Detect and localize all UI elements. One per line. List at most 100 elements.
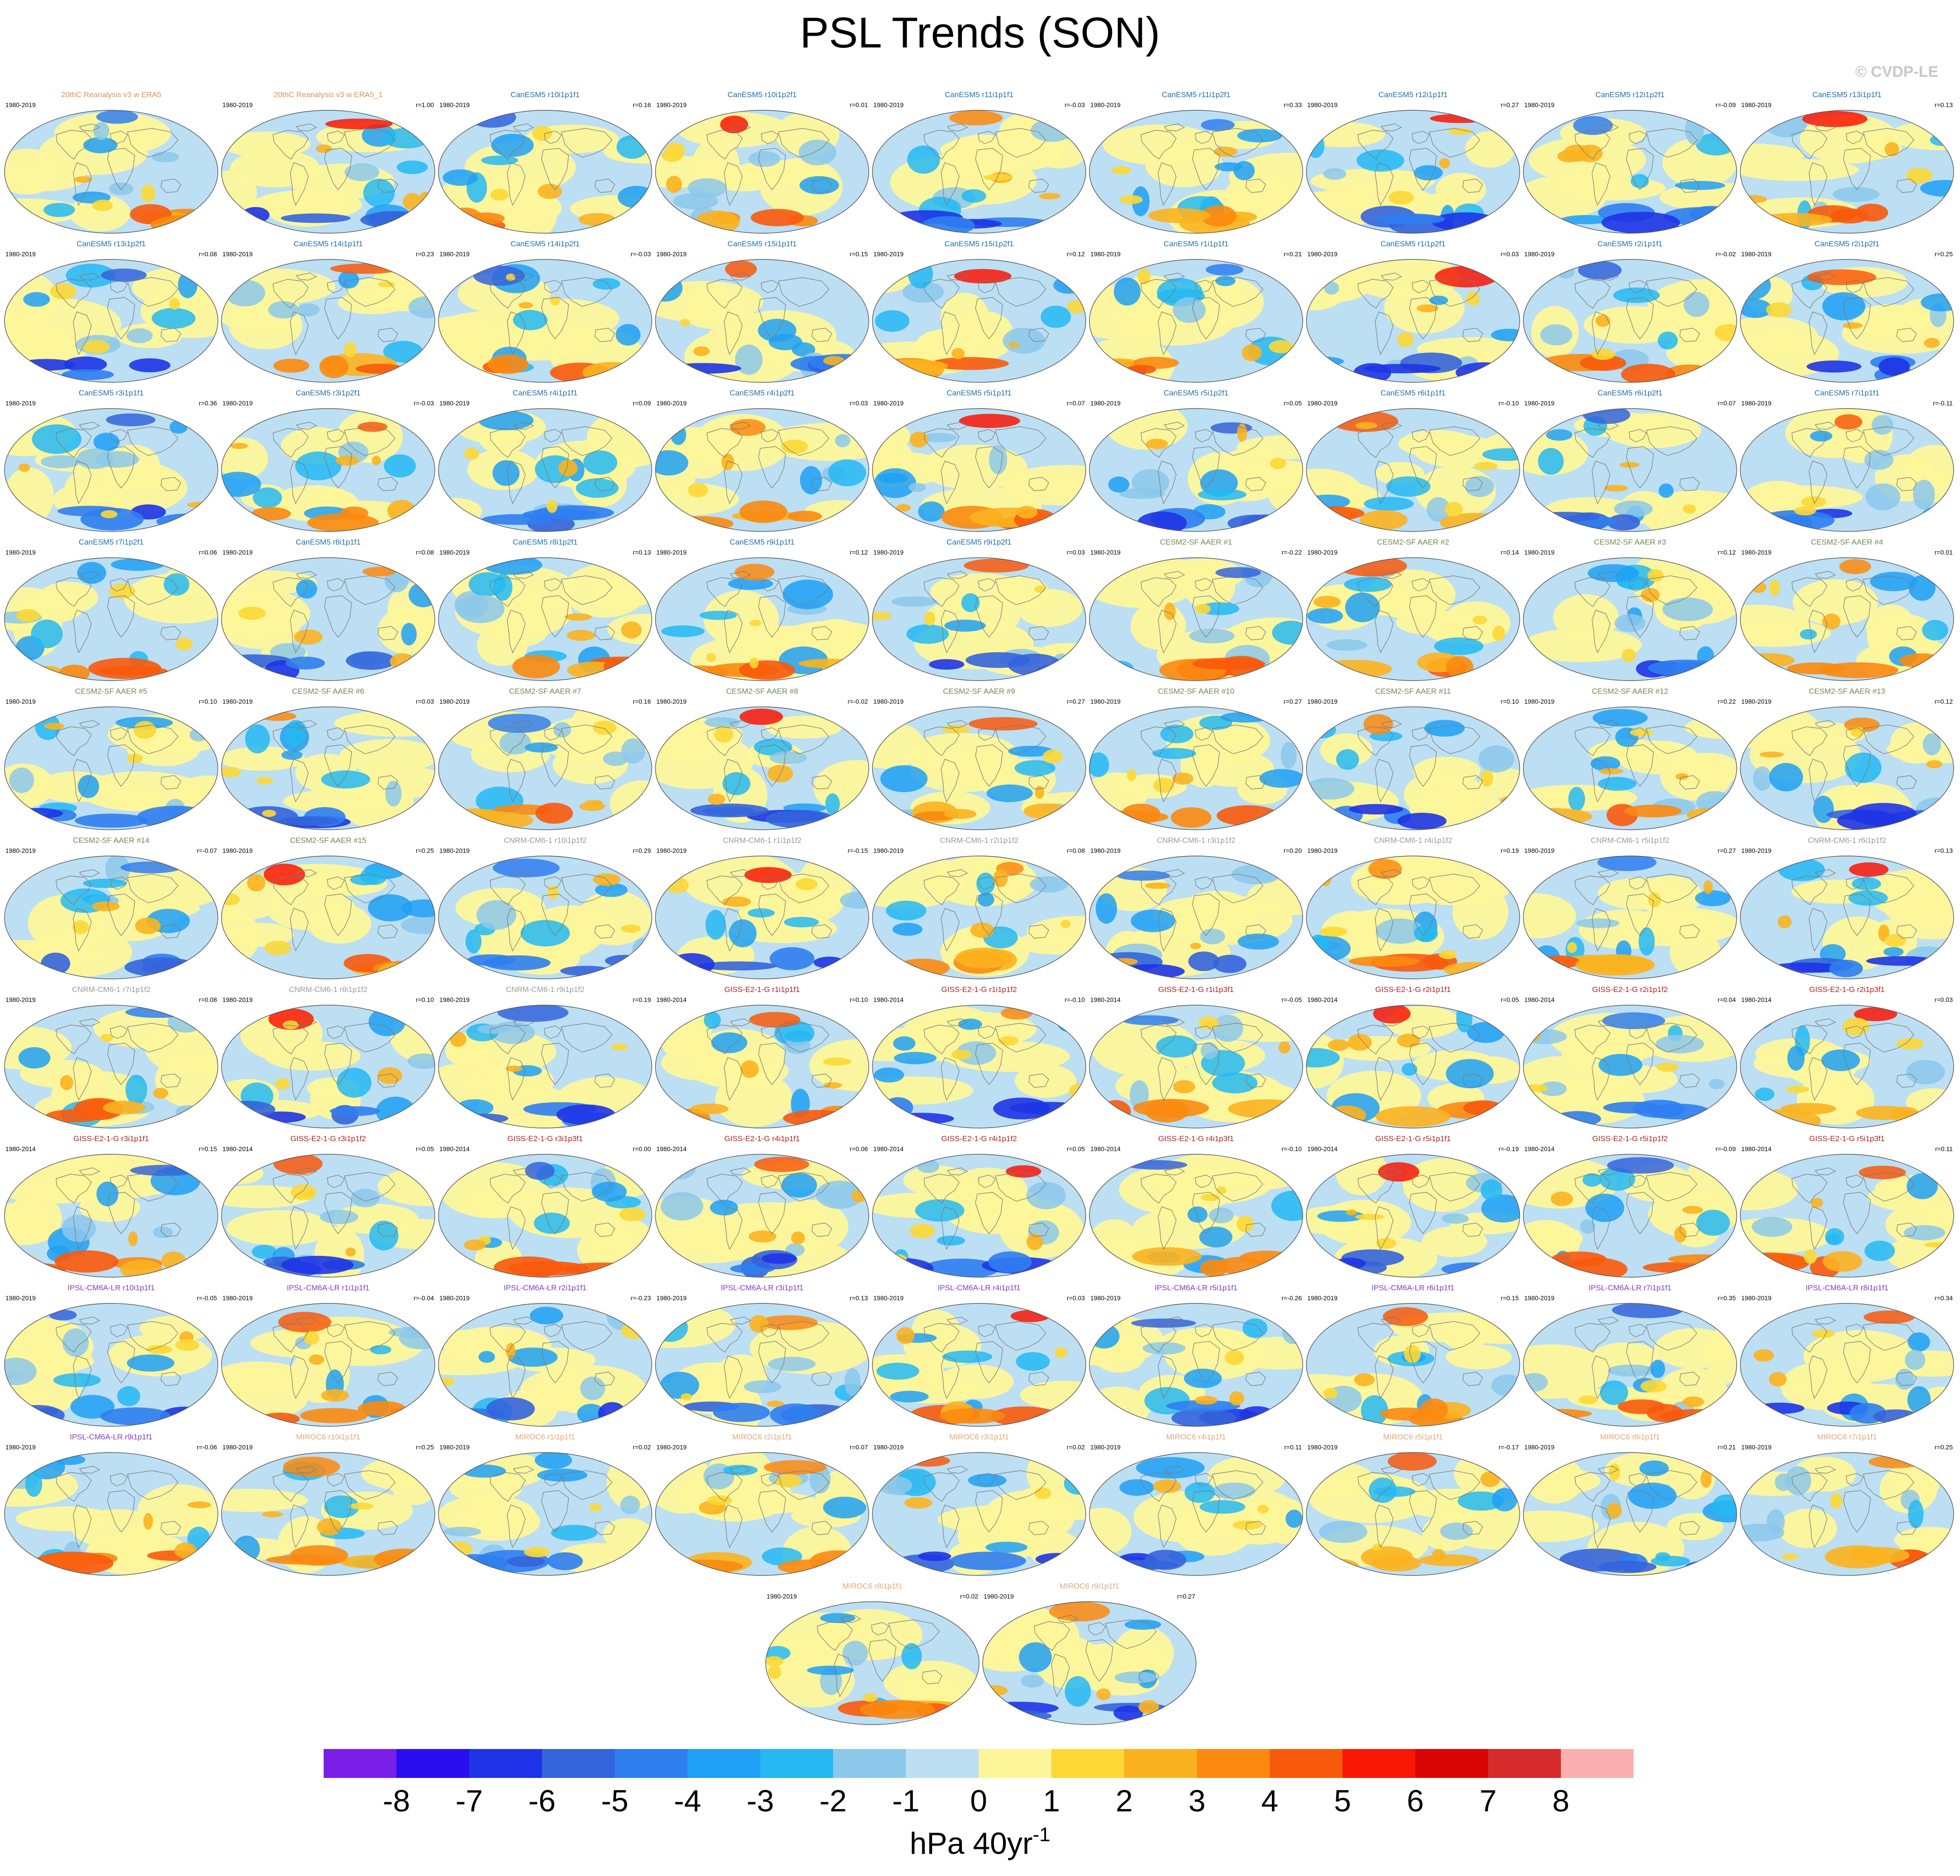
panel-title: CanESM5 r1i1p1f1 <box>1164 240 1229 248</box>
panel-period: 1980-2019 <box>1741 1443 1772 1451</box>
map-panel: IPSL-CM6A-LR r4i1p1f1 1980-2019 r=0.03 <box>871 1284 1088 1434</box>
panel-title: MIROC6 r5i1p1f1 <box>1383 1433 1443 1441</box>
trend-map <box>4 557 218 681</box>
panel-period: 1980-2019 <box>1524 101 1555 108</box>
panel-pattern-correlation: r=0.03 <box>849 400 868 407</box>
panel-title: GISS-E2-1-G r4i1p1f1 <box>724 1134 800 1143</box>
panel-pattern-correlation: r=0.33 <box>1283 101 1302 108</box>
map-panel: IPSL-CM6A-LR r6i1p1f1 1980-2019 r=0.15 <box>1305 1284 1522 1434</box>
panel-title: CNRM-CM6-1 r2i1p1f2 <box>940 836 1018 845</box>
panel-period: 1980-2019 <box>656 101 687 108</box>
trend-map <box>1089 1154 1303 1278</box>
panel-pattern-correlation: r=0.05 <box>1500 996 1519 1003</box>
map-panel: CanESM5 r14i1p1f1 1980-2019 r=0.23 <box>220 240 437 390</box>
panel-period: 1980-2014 <box>1524 996 1555 1003</box>
panel-title: CanESM5 r9i1p2f1 <box>947 538 1012 546</box>
panel-pattern-correlation: r=0.02 <box>960 1593 978 1600</box>
map-panel: CanESM5 r5i1p1f1 1980-2019 r=0.07 <box>871 389 1088 539</box>
colorbar-box <box>615 1749 688 1778</box>
panel-title: CESM2-SF AAER #4 <box>1811 538 1883 546</box>
panel-period: 1980-2019 <box>5 698 36 705</box>
panel-period: 1980-2019 <box>439 698 470 705</box>
colorbar-tick-label: -2 <box>820 1784 847 1818</box>
map-panel: CESM2-SF AAER #2 1980-2019 r=0.14 <box>1305 538 1522 688</box>
panel-period: 1980-2019 <box>873 400 904 407</box>
map-panel: GISS-E2-1-G r3i1p1f1 1980-2014 r=0.15 <box>3 1134 220 1284</box>
trend-map <box>655 1005 869 1128</box>
map-panel: GISS-E2-1-G r4i1p1f2 1980-2014 r=0.05 <box>871 1134 1088 1284</box>
trend-map <box>438 557 652 681</box>
panel-period: 1980-2019 <box>222 400 253 407</box>
panel-pattern-correlation: r=0.09 <box>632 400 651 407</box>
panel-period: 1980-2019 <box>984 1593 1014 1600</box>
panel-pattern-correlation: r=0.27 <box>1717 847 1736 854</box>
trend-map <box>872 1154 1086 1278</box>
trend-map <box>438 259 652 383</box>
panel-title: CanESM5 r14i1p1f1 <box>293 240 363 248</box>
panel-period: 1980-2014 <box>1307 1145 1338 1152</box>
panel-pattern-correlation: r=0.08 <box>1066 847 1085 854</box>
panel-title: CanESM5 r15i1p2f1 <box>944 240 1014 248</box>
panel-title: CESM2-SF AAER #14 <box>73 836 150 845</box>
colorbar-box <box>469 1749 542 1778</box>
panel-title: GISS-E2-1-G r5i1p1f2 <box>1592 1134 1668 1143</box>
panel-period: 1980-2019 <box>873 1443 904 1451</box>
panel-period: 1980-2019 <box>1741 101 1772 108</box>
panel-pattern-correlation: r=0.21 <box>1283 250 1302 258</box>
map-panel: CESM2-SF AAER #9 1980-2019 r=0.27 <box>871 687 1088 837</box>
panel-title: MIROC6 r7i1p1f1 <box>1817 1433 1877 1441</box>
trend-map <box>872 856 1086 979</box>
trend-map <box>1306 408 1520 532</box>
map-panel: CanESM5 r1i1p2f1 1980-2019 r=0.03 <box>1305 240 1522 390</box>
panel-title: CNRM-CM6-1 r8i1p1f2 <box>289 985 368 994</box>
panel-period: 1980-2019 <box>222 101 253 108</box>
panel-title: CanESM5 r9i1p1f1 <box>730 538 795 546</box>
panel-title: IPSL-CM6A-LR r8i1p1f1 <box>1805 1284 1889 1292</box>
panel-period: 1980-2019 <box>1090 101 1121 108</box>
trend-map <box>1306 1154 1520 1278</box>
panel-title: CanESM5 r2i1p2f1 <box>1814 240 1880 248</box>
panel-pattern-correlation: r=0.07 <box>1717 400 1736 407</box>
panel-title: CanESM5 r5i1p1f1 <box>947 389 1012 397</box>
panel-period: 1980-2019 <box>439 996 470 1003</box>
map-panel: CNRM-CM6-1 r3i1p1f2 1980-2019 r=0.20 <box>1088 836 1305 986</box>
panel-pattern-correlation: r=-0.10 <box>1498 400 1519 407</box>
trend-map <box>1089 856 1303 979</box>
panel-title: IPSL-CM6A-LR r6i1p1f1 <box>1371 1284 1455 1292</box>
panel-pattern-correlation: r=0.27 <box>1283 698 1302 705</box>
map-panel: CESM2-SF AAER #6 1980-2019 r=0.03 <box>220 687 437 837</box>
colorbar-tick-label: -7 <box>456 1784 483 1818</box>
map-panel: MIROC6 r8i1p1f1 1980-2019 r=0.02 <box>764 1582 981 1732</box>
panel-period: 1980-2019 <box>873 250 904 258</box>
trend-map <box>221 1303 435 1427</box>
colorbar-tick-label: -4 <box>674 1784 701 1818</box>
trend-map <box>1523 557 1737 681</box>
panel-title: GISS-E2-1-G r3i1p3f1 <box>507 1134 583 1143</box>
panel-title: GISS-E2-1-G r3i1p1f2 <box>290 1134 366 1143</box>
trend-map <box>655 557 869 681</box>
map-panel: CanESM5 r11i1p2f1 1980-2019 r=0.33 <box>1088 90 1305 240</box>
panel-title: IPSL-CM6A-LR r5i1p1f1 <box>1154 1284 1238 1292</box>
panel-pattern-correlation: r=0.13 <box>1934 847 1953 854</box>
panel-period: 1980-2019 <box>1307 847 1338 854</box>
map-panel: GISS-E2-1-G r1i1p1f2 1980-2014 r=-0.10 <box>871 985 1088 1135</box>
panel-period: 1980-2019 <box>1090 1294 1121 1302</box>
panel-title: GISS-E2-1-G r1i1p3f1 <box>1158 985 1234 994</box>
panel-title: CNRM-CM6-1 r1i1p1f2 <box>723 836 801 845</box>
panel-title: IPSL-CM6A-LR r2i1p1f1 <box>504 1284 587 1292</box>
panel-period: 1980-2014 <box>1741 996 1772 1003</box>
panel-pattern-correlation: r=0.12 <box>1066 250 1085 258</box>
map-panel: CanESM5 r2i1p2f1 1980-2019 r=0.25 <box>1739 240 1955 390</box>
panel-title: CESM2-SF AAER #9 <box>943 687 1015 696</box>
panel-title: MIROC6 r4i1p1f1 <box>1166 1433 1226 1441</box>
panel-pattern-correlation: r=0.08 <box>198 996 217 1003</box>
trend-map <box>872 1005 1086 1128</box>
trend-map <box>1089 706 1303 830</box>
trend-map <box>1740 259 1954 383</box>
trend-map <box>4 1303 218 1427</box>
trend-map <box>1740 1452 1954 1576</box>
panel-period: 1980-2019 <box>222 1294 253 1302</box>
trend-map <box>221 1005 435 1128</box>
trend-map <box>1306 1452 1520 1576</box>
map-panel: CESM2-SF AAER #10 1980-2019 r=0.27 <box>1088 687 1305 837</box>
